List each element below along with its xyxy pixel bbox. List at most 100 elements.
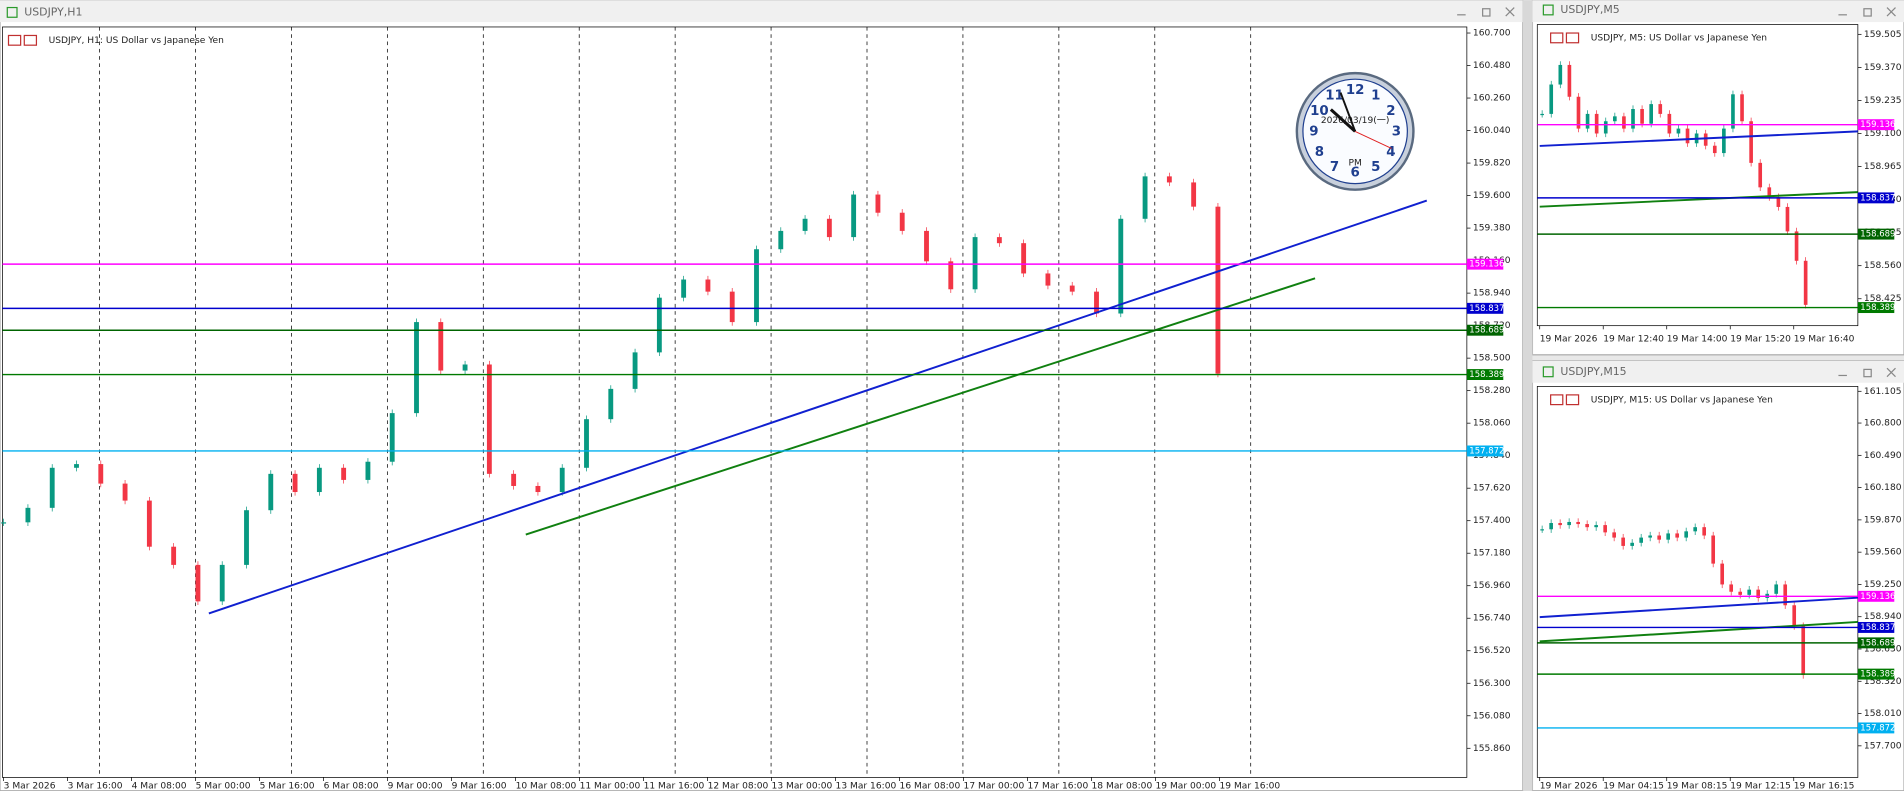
x-tick-label: 9 Mar 00:00 xyxy=(388,781,443,791)
candle xyxy=(1703,133,1708,146)
candle xyxy=(1118,218,1124,314)
clock-numeral: 2 xyxy=(1386,104,1395,119)
y-tick-label: 159.560 xyxy=(1864,548,1902,558)
candle xyxy=(1069,285,1075,292)
candle xyxy=(1785,206,1790,232)
candle xyxy=(1191,182,1197,207)
y-tick-label: 161.105 xyxy=(1864,387,1902,397)
x-tick-label: 19 Mar 04:15 xyxy=(1603,781,1664,791)
candle xyxy=(1094,291,1099,314)
candle xyxy=(219,564,225,602)
price-tag-label: 159.136 xyxy=(1469,260,1504,270)
candle xyxy=(1558,64,1563,85)
trend-line xyxy=(525,277,1316,536)
price-tag-label: 158.689 xyxy=(1860,638,1895,648)
x-tick-label: 3 Mar 16:00 xyxy=(68,781,123,791)
candle xyxy=(1758,162,1763,188)
candle xyxy=(1594,113,1599,134)
x-tick-label: 19 Mar 14:00 xyxy=(1667,335,1728,345)
x-tick-label: 6 Mar 08:00 xyxy=(324,781,379,791)
candle xyxy=(632,352,638,389)
clock-numeral: 12 xyxy=(1346,83,1365,98)
candle xyxy=(1729,584,1734,592)
candle xyxy=(1747,589,1752,595)
maximize-button xyxy=(1863,8,1872,17)
x-tick-label: 16 Mar 08:00 xyxy=(900,781,961,791)
clock-second-hand xyxy=(1354,130,1392,149)
y-tick-label: 159.235 xyxy=(1864,96,1902,106)
candle xyxy=(1585,524,1589,528)
trend-line xyxy=(208,199,1428,615)
price-tag xyxy=(1466,324,1504,336)
x-tick-label: 19 Mar 12:40 xyxy=(1603,335,1664,345)
x-tick-label: 10 Mar 08:00 xyxy=(516,781,577,791)
candle xyxy=(1045,273,1051,286)
candle xyxy=(1794,231,1799,261)
window-title: USDJPY,M15 xyxy=(1560,365,1626,378)
x-tick-label: 3 Mar 2026 xyxy=(4,781,56,791)
x-tick-label: 13 Mar 16:00 xyxy=(836,781,897,791)
candle xyxy=(1657,535,1661,540)
price-tag xyxy=(1857,119,1895,131)
chart-label: USDJPY, M5: US Dollar vs Japanese Yen xyxy=(1591,33,1767,43)
price-tag-label: 158.689 xyxy=(1469,326,1504,336)
candle xyxy=(1540,529,1544,531)
candle xyxy=(1585,113,1590,129)
candle xyxy=(899,212,905,231)
price-tag-label: 158.389 xyxy=(1860,303,1895,313)
candle xyxy=(1,522,7,524)
price-tag xyxy=(1466,302,1504,314)
price-tag-label: 158.389 xyxy=(1860,670,1895,680)
candle xyxy=(1549,523,1553,530)
y-tick-label: 160.180 xyxy=(1864,483,1902,493)
candle xyxy=(1731,94,1735,129)
y-tick-label: 157.620 xyxy=(1473,484,1511,494)
candle xyxy=(1712,145,1717,154)
chart-label: USDJPY, H1: US Dollar vs Japanese Yen xyxy=(49,36,224,46)
x-tick-label: 19 Mar 16:00 xyxy=(1220,781,1281,791)
y-tick-label: 158.010 xyxy=(1864,709,1902,719)
candle xyxy=(1603,525,1607,533)
candle xyxy=(851,194,857,238)
candle xyxy=(1767,187,1772,198)
candle xyxy=(1558,523,1562,526)
candle xyxy=(1649,104,1653,124)
price-tag xyxy=(1857,668,1895,680)
candle xyxy=(1702,527,1707,536)
candle xyxy=(511,473,517,486)
candle xyxy=(74,464,79,468)
price-tag xyxy=(1857,722,1895,734)
x-tick-label: 19 Mar 08:15 xyxy=(1667,781,1728,791)
title-bar xyxy=(1532,0,1904,23)
candle xyxy=(1666,533,1670,540)
x-tick-label: 19 Mar 2026 xyxy=(1540,781,1598,791)
candle xyxy=(559,467,565,493)
chart-label: USDJPY, M15: US Dollar vs Japanese Yen xyxy=(1591,395,1773,405)
price-tag-label: 157.872 xyxy=(1469,446,1504,456)
y-tick-label: 158.965 xyxy=(1864,162,1902,172)
x-tick-label: 19 Mar 2026 xyxy=(1540,335,1598,345)
candle xyxy=(754,249,759,323)
candle xyxy=(1667,113,1672,134)
x-tick-label: 5 Mar 00:00 xyxy=(196,781,251,791)
x-tick-label: 9 Mar 16:00 xyxy=(452,781,507,791)
y-tick-label: 159.870 xyxy=(1864,515,1902,525)
x-tick-label: 19 Mar 16:40 xyxy=(1794,335,1855,345)
clock-numeral: 8 xyxy=(1315,145,1324,160)
candle xyxy=(146,500,152,547)
candle xyxy=(1621,537,1625,546)
candle xyxy=(1142,176,1148,219)
price-tag-label: 158.837 xyxy=(1860,193,1895,203)
y-tick-label: 158.630 xyxy=(1864,645,1902,655)
candle xyxy=(292,473,298,493)
close-button xyxy=(1505,7,1515,17)
plot-area xyxy=(1536,386,1859,778)
candle xyxy=(1540,113,1544,116)
candle xyxy=(1631,109,1635,129)
candle xyxy=(1658,104,1663,114)
y-tick-label: 157.180 xyxy=(1473,549,1511,559)
chart-icon xyxy=(7,34,22,46)
plot-area xyxy=(2,26,1468,778)
trend-line xyxy=(1539,596,1858,619)
candle xyxy=(1783,584,1788,606)
